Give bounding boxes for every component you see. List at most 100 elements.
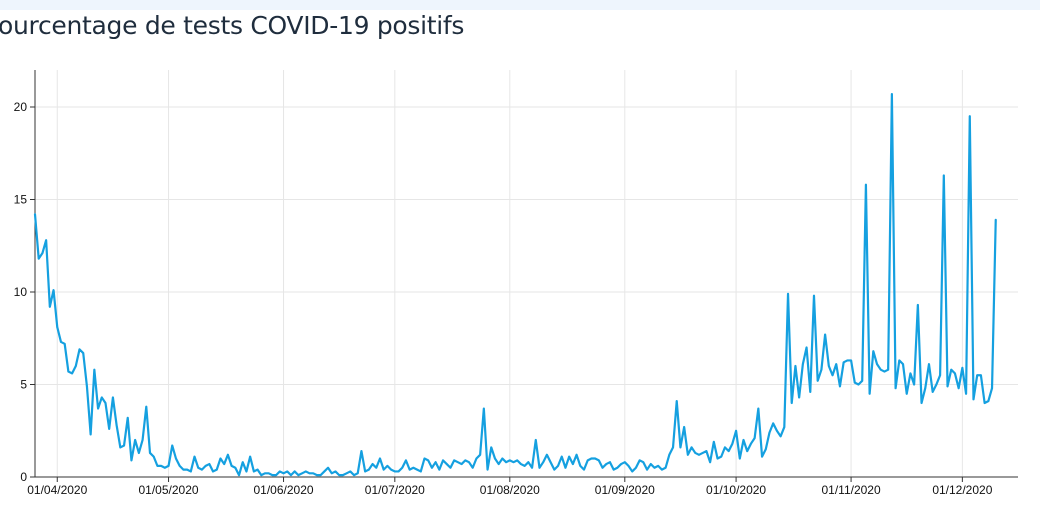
data-point — [824, 333, 826, 336]
data-point — [390, 468, 392, 471]
data-point — [464, 459, 467, 462]
data-point — [946, 385, 949, 388]
data-point — [37, 257, 40, 260]
data-point — [215, 468, 218, 471]
data-point — [753, 437, 756, 439]
data-point — [664, 466, 667, 469]
data-point — [423, 457, 426, 460]
data-point — [816, 380, 819, 382]
data-point — [260, 474, 263, 476]
y-tick-label: 0 — [20, 470, 27, 484]
data-point — [193, 455, 196, 458]
y-tick-label: 15 — [14, 193, 28, 207]
data-point — [149, 452, 151, 454]
data-point — [727, 450, 730, 452]
data-point — [397, 470, 400, 473]
data-point — [657, 465, 659, 467]
data-point — [453, 459, 455, 462]
data-point — [75, 365, 77, 367]
data-point — [201, 468, 203, 471]
data-point — [253, 470, 255, 473]
data-point — [197, 466, 200, 469]
data-point — [653, 466, 656, 469]
data-point — [353, 474, 355, 476]
data-point — [794, 365, 797, 367]
data-point — [861, 380, 863, 382]
data-point — [371, 463, 374, 465]
data-point — [394, 470, 396, 473]
data-point — [316, 474, 318, 476]
data-point — [620, 463, 622, 465]
data-point — [649, 463, 652, 465]
data-point — [427, 459, 430, 462]
data-point — [327, 466, 329, 469]
data-point — [876, 363, 878, 365]
data-point — [460, 463, 463, 465]
data-point — [334, 470, 337, 473]
data-point — [520, 463, 522, 465]
data-point — [41, 252, 44, 254]
data-point — [534, 439, 537, 441]
data-point — [842, 361, 845, 364]
data-point — [457, 461, 459, 464]
data-point — [853, 381, 856, 384]
data-point — [928, 363, 930, 365]
data-point — [931, 391, 934, 393]
grid-lines — [35, 70, 1018, 477]
data-point — [609, 461, 611, 464]
data-point — [212, 470, 214, 473]
data-point — [34, 213, 36, 216]
data-point — [865, 183, 867, 186]
data-point — [872, 350, 875, 353]
data-point — [713, 441, 715, 443]
data-point — [828, 365, 830, 367]
data-point — [839, 385, 841, 388]
data-point — [178, 465, 181, 467]
data-point — [887, 368, 889, 371]
data-point — [798, 396, 800, 399]
data-point — [471, 466, 474, 469]
data-point — [572, 463, 574, 465]
data-point — [375, 466, 378, 469]
data-point — [709, 461, 711, 464]
data-point — [961, 367, 964, 369]
data-point — [583, 468, 585, 471]
data-point — [575, 454, 578, 456]
data-point — [768, 431, 771, 434]
data-point — [631, 470, 634, 473]
data-point — [646, 468, 648, 471]
data-point — [364, 470, 366, 473]
data-point — [356, 472, 359, 475]
data-point — [230, 465, 233, 467]
data-point — [282, 472, 285, 475]
data-point — [256, 468, 259, 471]
data-point — [241, 461, 244, 464]
data-point — [694, 452, 697, 454]
data-point — [980, 374, 982, 377]
data-point — [701, 452, 704, 454]
data-point — [126, 417, 129, 419]
data-point — [705, 450, 708, 452]
data-point — [208, 463, 211, 465]
data-point — [138, 452, 140, 454]
data-point — [290, 474, 292, 476]
data-point — [943, 174, 945, 177]
data-point — [601, 466, 604, 469]
data-point — [624, 461, 626, 464]
data-point — [308, 472, 311, 475]
data-point — [987, 400, 990, 402]
data-point — [757, 407, 760, 410]
data-point — [445, 463, 448, 465]
data-point — [738, 457, 741, 460]
data-point — [167, 465, 170, 467]
data-point — [764, 448, 767, 451]
data-point — [186, 468, 188, 471]
data-point — [416, 468, 418, 471]
data-point — [790, 402, 793, 404]
data-point — [249, 455, 251, 458]
data-point — [716, 457, 719, 460]
data-point — [857, 383, 860, 386]
data-point — [264, 472, 266, 475]
data-point — [831, 374, 834, 377]
data-point — [675, 400, 678, 402]
